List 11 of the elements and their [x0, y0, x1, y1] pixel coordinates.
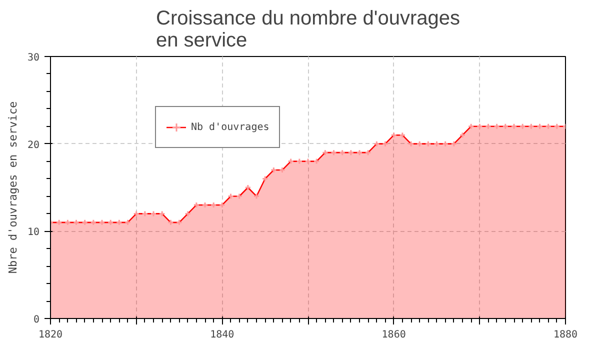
- x-tick-label: 1880: [553, 330, 578, 340]
- y-tick-label: 0: [33, 314, 40, 326]
- x-tick-label: 1860: [382, 330, 406, 340]
- y-tick-label: 20: [27, 140, 40, 151]
- x-tick-label: 1840: [210, 330, 234, 340]
- y-axis-title: Nbre d'ouvrages en service: [6, 101, 20, 274]
- y-tick-label: 10: [27, 227, 40, 238]
- chart-title: Croissance du nombre d'ouvrages en service: [156, 8, 460, 52]
- x-tick-label: 1820: [38, 330, 63, 340]
- y-tick-label: 30: [27, 52, 40, 64]
- legend-label: Nb d'ouvrages: [191, 122, 270, 132]
